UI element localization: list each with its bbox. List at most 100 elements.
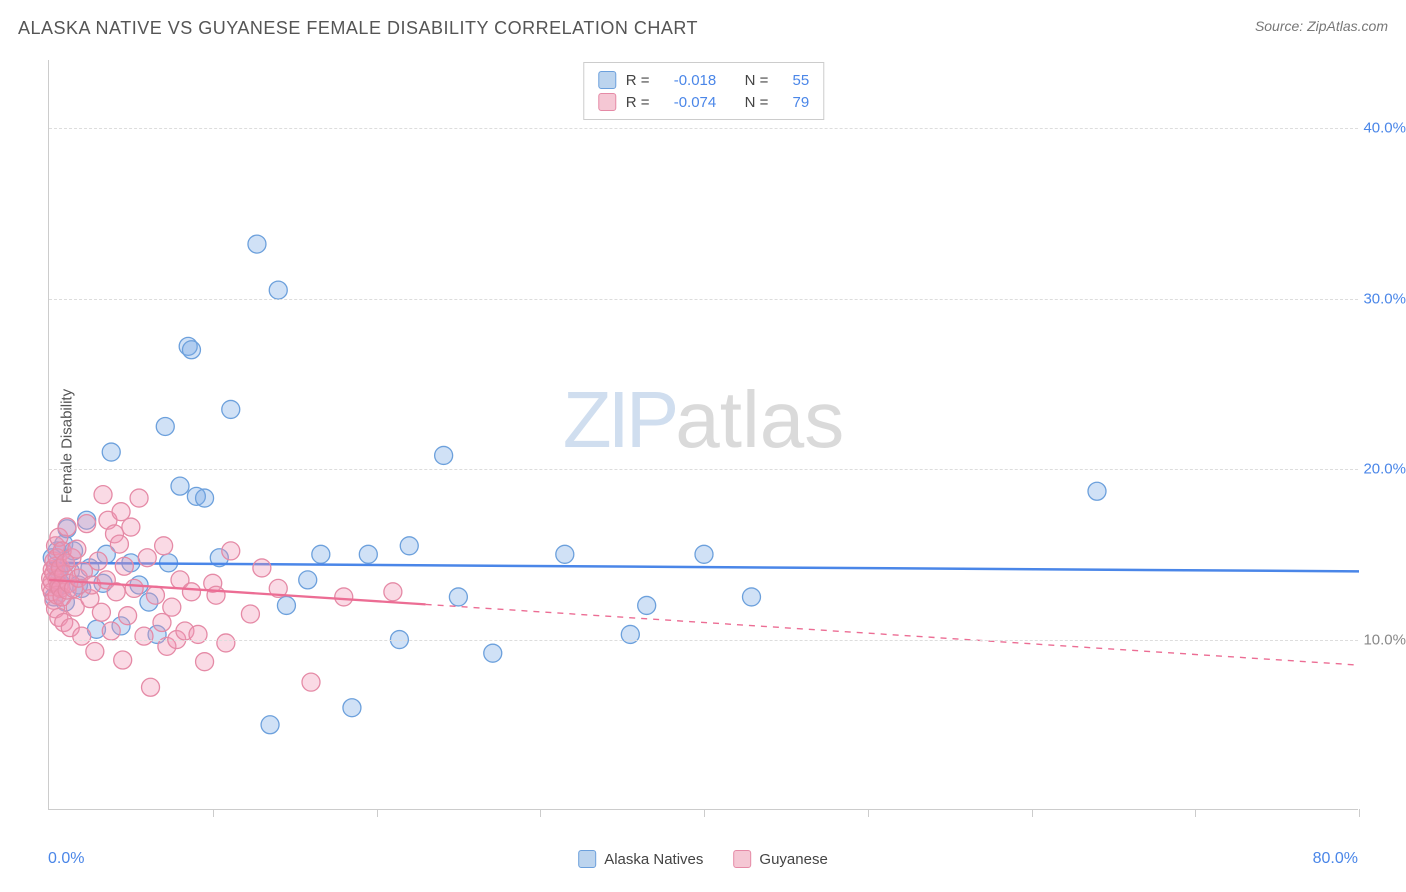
y-tick-label: 40.0% [1358,120,1406,137]
scatter-point [1088,482,1106,500]
scatter-point [621,625,639,643]
scatter-point [248,235,266,253]
chart-source: Source: ZipAtlas.com [1255,18,1388,34]
scatter-point [156,417,174,435]
x-axis-min-label: 0.0% [48,850,84,868]
scatter-point [343,699,361,717]
scatter-point [163,598,181,616]
n-value-1: 55 [793,72,810,89]
scatter-point [58,518,76,536]
scatter-point [196,653,214,671]
scatter-point [122,518,140,536]
scatter-point [207,586,225,604]
x-tick [868,809,869,817]
scatter-point [86,642,104,660]
series-legend: Alaska Natives Guyanese [578,850,828,868]
scatter-point [110,535,128,553]
scatter-point [261,716,279,734]
scatter-point [217,634,235,652]
x-axis-max-label: 80.0% [1313,850,1358,868]
scatter-point [182,583,200,601]
y-tick-label: 20.0% [1358,461,1406,478]
scatter-point [435,446,453,464]
swatch-series-2 [598,93,616,111]
scatter-point [115,557,133,575]
scatter-point [68,540,86,558]
scatter-point [449,588,467,606]
scatter-point [400,537,418,555]
scatter-svg [49,60,1358,809]
x-tick [1359,809,1360,817]
scatter-point [638,596,656,614]
scatter-point [112,503,130,521]
trend-line-extrapolated [426,604,1359,665]
legend-label-1: Alaska Natives [604,851,703,868]
scatter-point [155,537,173,555]
scatter-point [556,545,574,563]
trend-line [49,563,1359,572]
x-tick [377,809,378,817]
scatter-point [102,622,120,640]
scatter-point [78,515,96,533]
scatter-point [299,571,317,589]
gridline [49,299,1358,300]
r-value-1: -0.018 [674,72,717,89]
legend-label-2: Guyanese [759,851,827,868]
swatch-series-1 [598,71,616,89]
scatter-point [73,627,91,645]
scatter-point [138,549,156,567]
scatter-point [359,545,377,563]
scatter-point [484,644,502,662]
gridline [49,640,1358,641]
scatter-point [182,341,200,359]
scatter-point [125,579,143,597]
scatter-point [130,489,148,507]
scatter-point [277,596,295,614]
scatter-point [119,607,137,625]
scatter-point [89,552,107,570]
scatter-point [196,489,214,507]
x-tick [213,809,214,817]
scatter-point [302,673,320,691]
gridline [49,128,1358,129]
scatter-point [222,542,240,560]
r-value-2: -0.074 [674,94,717,111]
scatter-point [171,477,189,495]
scatter-point [241,605,259,623]
scatter-point [695,545,713,563]
scatter-point [94,486,112,504]
correlation-row-2: R = -0.074 N = 79 [598,91,809,113]
plot-area: ZIPatlas R = -0.018 N = 55 R = -0.074 N … [48,60,1358,810]
scatter-point [312,545,330,563]
gridline [49,469,1358,470]
scatter-point [135,627,153,645]
scatter-point [222,400,240,418]
x-tick [704,809,705,817]
scatter-point [742,588,760,606]
x-tick [1032,809,1033,817]
n-value-2: 79 [793,94,810,111]
scatter-point [384,583,402,601]
chart-title: ALASKA NATIVE VS GUYANESE FEMALE DISABIL… [18,18,698,39]
legend-item-1: Alaska Natives [578,850,703,868]
scatter-point [269,281,287,299]
x-tick [1195,809,1196,817]
scatter-point [114,651,132,669]
chart-header: ALASKA NATIVE VS GUYANESE FEMALE DISABIL… [18,18,1388,39]
scatter-point [102,443,120,461]
scatter-point [189,625,207,643]
scatter-point [146,586,164,604]
legend-swatch-1 [578,850,596,868]
scatter-point [153,614,171,632]
scatter-point [253,559,271,577]
scatter-point [142,678,160,696]
scatter-point [92,603,110,621]
x-tick [540,809,541,817]
y-tick-label: 30.0% [1358,290,1406,307]
correlation-legend: R = -0.018 N = 55 R = -0.074 N = 79 [583,62,824,120]
legend-swatch-2 [733,850,751,868]
correlation-row-1: R = -0.018 N = 55 [598,69,809,91]
y-tick-label: 10.0% [1358,631,1406,648]
scatter-point [335,588,353,606]
legend-item-2: Guyanese [733,850,827,868]
